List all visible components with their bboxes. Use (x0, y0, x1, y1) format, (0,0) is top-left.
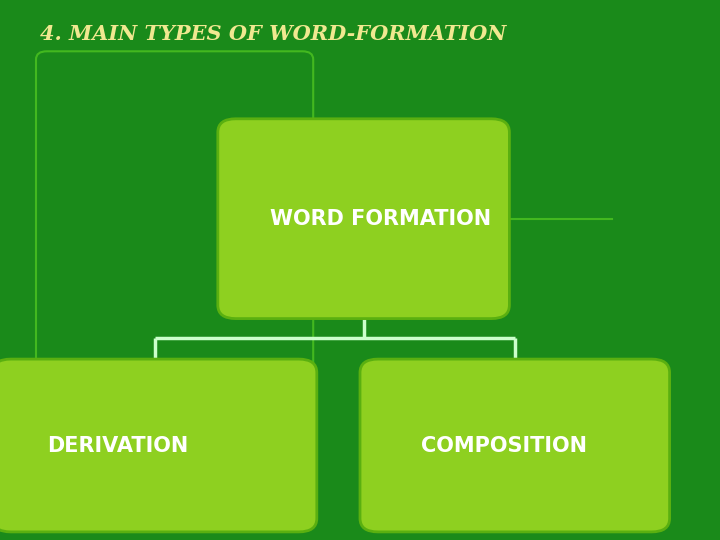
FancyBboxPatch shape (360, 359, 670, 532)
Text: COMPOSITION: COMPOSITION (421, 435, 588, 456)
FancyBboxPatch shape (0, 359, 317, 532)
Text: 4. MAIN TYPES OF WORD-FORMATION: 4. MAIN TYPES OF WORD-FORMATION (40, 24, 506, 44)
Text: DERIVATION: DERIVATION (47, 435, 188, 456)
FancyBboxPatch shape (217, 119, 510, 319)
Text: WORD FORMATION: WORD FORMATION (270, 208, 491, 229)
